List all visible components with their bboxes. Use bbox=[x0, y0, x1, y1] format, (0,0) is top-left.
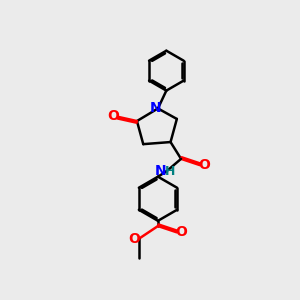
Text: N: N bbox=[155, 164, 166, 178]
Text: N: N bbox=[150, 101, 161, 116]
Text: O: O bbox=[176, 225, 188, 239]
Text: H: H bbox=[165, 165, 175, 178]
Text: O: O bbox=[107, 109, 119, 123]
Text: O: O bbox=[199, 158, 211, 172]
Text: O: O bbox=[128, 232, 140, 246]
